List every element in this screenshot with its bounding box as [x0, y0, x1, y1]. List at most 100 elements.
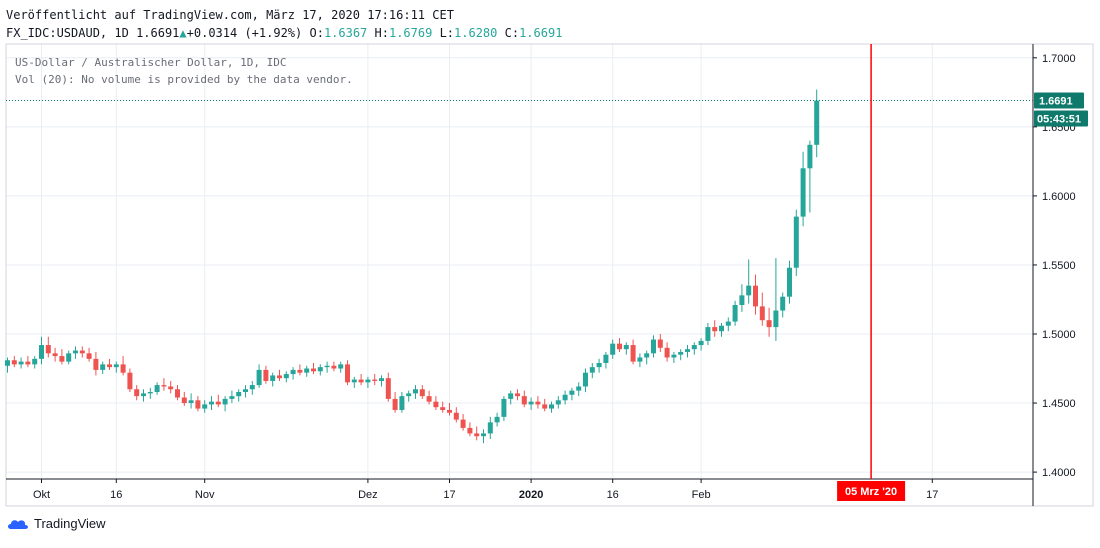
candle-body [535, 401, 541, 405]
candle-body [671, 354, 677, 358]
candle-body [453, 412, 459, 420]
candle [345, 360, 350, 386]
candle-body [222, 398, 228, 405]
candle [433, 396, 439, 410]
candle-body [202, 404, 208, 409]
candle-body [698, 340, 704, 346]
candle-body [528, 401, 534, 405]
candle-body [100, 364, 106, 370]
countdown-badge: 05:43:51 [1034, 110, 1088, 127]
candle-body [630, 345, 636, 362]
candle [426, 390, 432, 405]
candle-body [644, 353, 650, 358]
candle-body [773, 310, 779, 328]
candle [236, 389, 242, 402]
candle-body [147, 392, 153, 394]
candle [481, 429, 486, 444]
candle-body [215, 401, 221, 405]
candle-body [256, 369, 262, 386]
candle-body [413, 389, 418, 394]
y-tick-label: 1.4000 [1042, 467, 1076, 479]
candle-body [345, 364, 350, 383]
candle [66, 350, 72, 365]
candle-body [134, 389, 140, 397]
candle [814, 89, 820, 158]
candle [263, 365, 269, 384]
candle-body [161, 385, 167, 387]
candle [399, 392, 405, 413]
candle [637, 353, 643, 368]
low-value: 1.6280 [454, 26, 498, 40]
candle [372, 374, 378, 386]
candle-body [188, 400, 194, 404]
candle [283, 371, 289, 383]
candle [596, 358, 602, 373]
candle-body [800, 168, 806, 217]
low-label: L: [439, 26, 455, 40]
candle-body [746, 285, 752, 296]
candle-body [331, 365, 337, 369]
candle-body [39, 345, 44, 359]
candle [5, 357, 10, 373]
price-change: +0.0314 (+1.92%) [186, 26, 303, 40]
candle-body [113, 364, 119, 368]
tradingview-cloud-icon [8, 519, 28, 529]
high-value: 1.6769 [388, 26, 433, 40]
candle-body [351, 379, 357, 383]
x-tick-label: 16 [110, 489, 122, 501]
candle [18, 357, 24, 369]
x-tick-label: Dez [358, 489, 378, 501]
candle-body [759, 306, 765, 321]
candle [589, 363, 595, 379]
candle-body [379, 378, 384, 381]
candle [725, 317, 731, 332]
candle-body [753, 285, 758, 307]
candle-body [426, 396, 432, 402]
candle [528, 397, 534, 410]
candle [52, 347, 58, 362]
candle-body [515, 393, 520, 397]
brand-footer[interactable]: TradingView [6, 516, 106, 531]
candle-body [107, 364, 112, 368]
candle-body [494, 416, 500, 423]
candle [256, 364, 262, 388]
candle [746, 259, 752, 304]
candle [243, 385, 248, 398]
last-price: 1.6691 [136, 26, 180, 40]
candle [120, 356, 126, 376]
candle-body [474, 433, 480, 437]
candle [474, 426, 480, 441]
candle-body [372, 379, 378, 381]
candle [562, 390, 568, 405]
crosshair-date-badge: 05 Mrz '20 [837, 481, 906, 501]
candle-body [270, 375, 276, 381]
candle-body [678, 351, 684, 355]
candle [215, 394, 221, 408]
candle-body [712, 327, 718, 332]
candle-body [277, 375, 282, 379]
candle [175, 385, 180, 401]
candle [447, 403, 452, 416]
candle-body [562, 394, 568, 401]
candle [209, 396, 214, 410]
candle-body [637, 357, 643, 362]
candle [657, 334, 663, 352]
candle-body [651, 339, 656, 354]
candle-body [732, 305, 738, 322]
candle-body [705, 327, 711, 341]
x-tick-label: 16 [607, 489, 619, 501]
candle-body [59, 356, 65, 362]
candle [603, 351, 609, 369]
close-label: C: [504, 26, 520, 40]
candle [277, 369, 282, 381]
candle-body [549, 404, 554, 409]
candle [195, 396, 201, 412]
candle-body [419, 389, 425, 397]
x-tick-label: 17 [926, 489, 938, 501]
candle [576, 382, 582, 397]
candle [11, 356, 17, 368]
legend-title: US-Dollar / Australischer Dollar, 1D, ID… [15, 56, 287, 69]
candle-body [583, 372, 588, 387]
